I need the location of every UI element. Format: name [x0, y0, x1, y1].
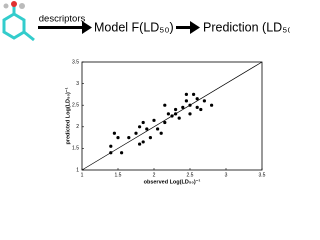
arrow-shaft [38, 26, 82, 29]
point [141, 120, 145, 125]
point [109, 144, 113, 148]
plot-frame [81, 61, 263, 171]
point [163, 103, 167, 107]
point [109, 151, 113, 155]
point [148, 136, 152, 140]
point [120, 151, 124, 155]
point [181, 105, 185, 109]
point [177, 116, 181, 120]
point [152, 118, 156, 122]
point [112, 131, 116, 135]
point [138, 142, 142, 146]
point [199, 107, 203, 112]
model-label: Model F(LD₅₀) [94, 20, 174, 34]
x-axis-label: observed Log(LD₅₀)⁻¹ [144, 178, 201, 185]
y-tick-label: 1.5 [72, 146, 79, 152]
descriptors-label: descriptors [39, 14, 86, 25]
point [156, 127, 160, 131]
point [141, 140, 145, 144]
y-tick-label: 3.5 [72, 59, 79, 65]
x-tick-label: 2.5 [187, 172, 194, 178]
arrow-head [82, 21, 92, 34]
x-tick-label: 3 [225, 172, 228, 178]
atom [19, 3, 25, 9]
prediction-label: Prediction (LD₅₀) [203, 20, 290, 34]
point [184, 99, 188, 103]
point [195, 97, 199, 101]
point [192, 92, 196, 96]
ring [2, 12, 26, 40]
point [210, 103, 214, 107]
point [188, 112, 192, 116]
point [174, 107, 178, 112]
x-tick-label: 1.5 [115, 172, 122, 178]
molecule [2, 1, 35, 42]
point [188, 103, 192, 107]
point [195, 105, 199, 109]
point [184, 92, 188, 96]
figure: descriptors Model F(LD₅₀) Prediction (LD… [2, 1, 290, 185]
point [145, 127, 149, 131]
point [116, 136, 120, 140]
point [138, 125, 142, 129]
y-tick-label: 3 [76, 81, 79, 87]
point [202, 99, 206, 103]
atom [3, 3, 9, 9]
arrow-head [190, 21, 200, 34]
point [174, 112, 178, 116]
y-tick-label: 1 [76, 167, 79, 173]
arrow-shaft [176, 26, 190, 29]
point [170, 114, 174, 118]
x-tick-label: 3.5 [259, 172, 266, 178]
point [166, 112, 170, 116]
bond [23, 30, 35, 42]
x-tick-label: 2 [153, 172, 156, 178]
point [127, 136, 131, 140]
y-axis-label: predicted Log(LD₅₀)⁻¹ [64, 87, 71, 144]
y-tick-label: 2.5 [72, 103, 79, 109]
point [159, 131, 163, 135]
x-tick-label: 1 [81, 172, 84, 178]
atom [11, 1, 17, 7]
arrows [38, 21, 200, 34]
point [163, 120, 167, 125]
point [134, 131, 138, 135]
y-tick-label: 2 [76, 124, 79, 130]
